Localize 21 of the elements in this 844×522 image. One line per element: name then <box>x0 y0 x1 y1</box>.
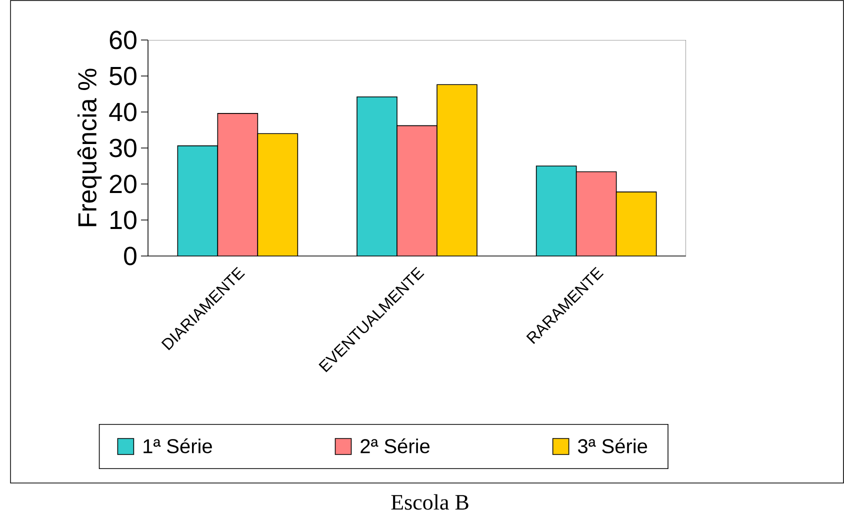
legend-label: 2ª Série <box>360 438 430 454</box>
bar <box>536 166 577 256</box>
legend-label: 3ª Série <box>578 438 648 454</box>
y-tick-label: 30 <box>110 138 136 158</box>
bar <box>437 84 477 256</box>
text: Escola B <box>391 494 468 510</box>
y-tick-label: 10 <box>110 210 136 230</box>
bar <box>397 126 437 256</box>
y-axis-title: Frequência % <box>77 68 102 226</box>
bar <box>357 96 397 256</box>
bar <box>616 192 657 256</box>
bar <box>576 171 617 256</box>
y-tick-label: 40 <box>109 102 136 122</box>
y-tick-label: 0 <box>124 246 136 266</box>
y-tick-label: 50 <box>110 66 136 86</box>
legend-label: 1ª Série <box>144 438 212 454</box>
bar <box>218 113 258 256</box>
y-tick-label: 20 <box>110 174 136 194</box>
y-tick-label: 60 <box>110 30 136 50</box>
bar <box>178 146 218 256</box>
bar <box>258 134 298 256</box>
